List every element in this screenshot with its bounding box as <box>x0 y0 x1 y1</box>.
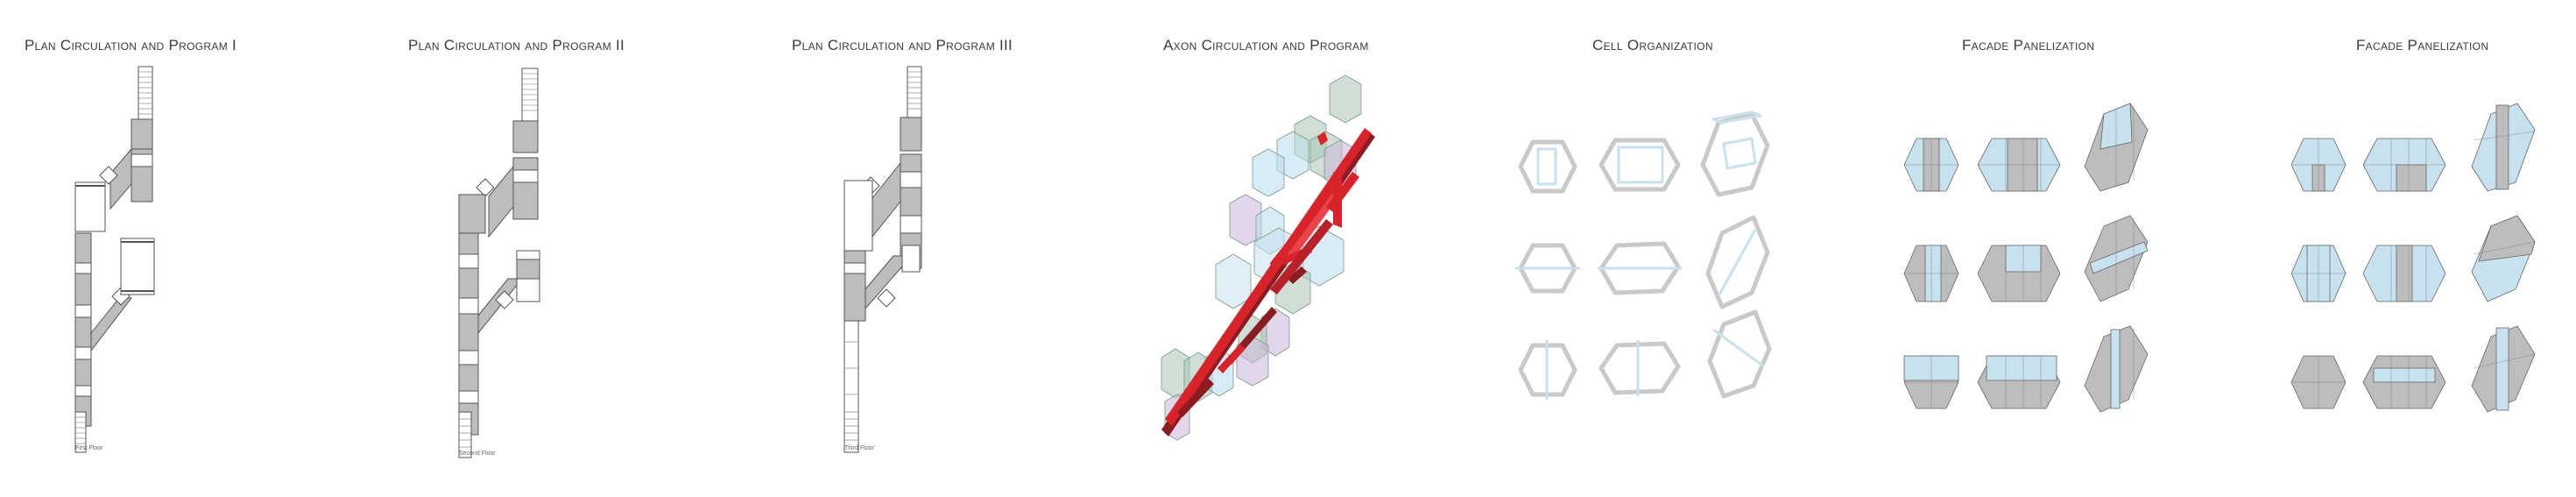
facade-panel-2: Facade Panelization <box>2242 0 2576 497</box>
panel-title: Plan Circulation and Program I <box>25 37 237 53</box>
facade-panel-1: Facade Panelization <box>1874 0 2207 497</box>
floor-label: Second Floor <box>459 451 496 457</box>
panel-title: Plan Circulation and Program III <box>792 37 1013 53</box>
plan-panel-3: Plan Circulation and Program III <box>771 0 1121 497</box>
plan-drawing-third-floor <box>843 66 922 453</box>
floor-label: First Floor <box>75 445 103 451</box>
axon-panel: Axon Circulation and Program <box>1139 0 1401 497</box>
facade-drawing-2 <box>2290 103 2536 413</box>
panel-title: Plan Circulation and Program II <box>408 37 625 53</box>
panel-title: Facade Panelization <box>1962 37 2095 53</box>
cell-organization-drawing <box>1515 110 1772 400</box>
cell-organization-panel: Cell Organization <box>1489 0 1822 497</box>
panel-title: Facade Panelization <box>2356 37 2489 53</box>
floor-label: Third Floor <box>844 445 874 451</box>
plan-drawing-second-floor <box>458 67 540 458</box>
plan-drawing-first-floor <box>74 66 155 453</box>
panel-title: Axon Circulation and Program <box>1163 37 1369 53</box>
plan-panel-2: Plan Circulation and Program II <box>385 0 736 497</box>
plan-panel-1: Plan Circulation and Program I <box>0 0 350 497</box>
facade-drawing-1 <box>1903 103 2149 413</box>
panel-title: Cell Organization <box>1592 37 1713 53</box>
axon-drawing <box>1161 75 1375 441</box>
